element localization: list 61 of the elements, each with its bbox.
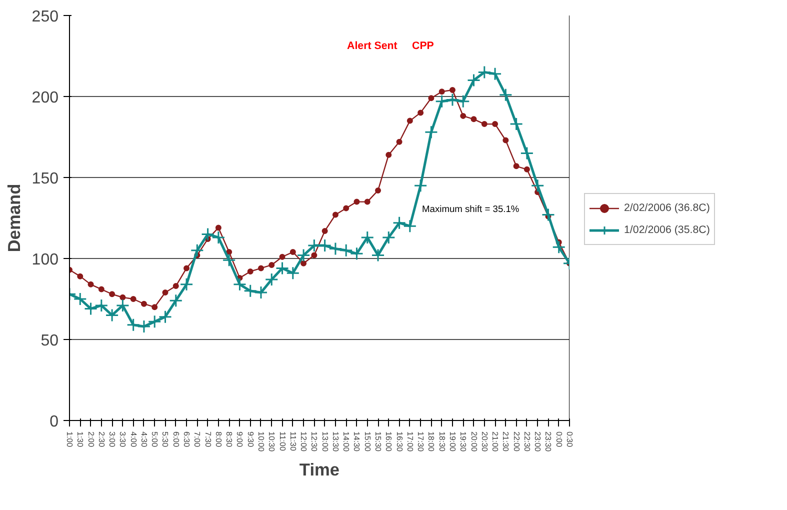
- x-tick-label: 5:00: [150, 432, 160, 448]
- x-tick-label: 12:00: [299, 432, 308, 452]
- x-tick-label: 23:30: [544, 432, 553, 452]
- y-tick-label: 250: [32, 8, 59, 26]
- x-tick-label: 13:00: [320, 432, 330, 452]
- x-tick-label: 2:30: [96, 432, 106, 448]
- x-tick-label: 23:00: [533, 432, 542, 452]
- annotation: Maximum shift = 35.1%: [422, 204, 520, 214]
- x-tick-label: 0:30: [565, 432, 574, 448]
- x-tick-label: 0:00: [554, 432, 564, 448]
- y-tick-label: 150: [32, 170, 59, 188]
- x-tick-label: 20:30: [480, 432, 489, 452]
- y-tick-label: 200: [32, 90, 59, 106]
- x-axis-title: Time: [299, 460, 340, 480]
- x-tick-label: 10:00: [256, 432, 266, 452]
- y-tick-label: 0: [50, 414, 59, 430]
- y-axis-title: Demand: [4, 184, 24, 252]
- x-tick-label: 4:30: [139, 432, 148, 448]
- x-tick-label: 22:30: [522, 432, 532, 452]
- x-tick-label: 3:30: [118, 432, 128, 448]
- x-tick-label: 20:00: [469, 432, 478, 452]
- x-tick-label: 15:30: [374, 432, 383, 452]
- x-tick-label: 11:30: [288, 432, 298, 452]
- x-tick-label: 9:00: [235, 432, 244, 448]
- annotation: CPP: [412, 40, 434, 52]
- x-tick-label: 8:30: [224, 432, 234, 448]
- x-tick-label: 16:00: [384, 432, 394, 452]
- x-tick-label: 22:00: [512, 432, 521, 452]
- x-tick-label: 18:30: [437, 432, 446, 452]
- x-tick-label: 9:30: [246, 432, 255, 448]
- x-tick-label: 1:00: [65, 432, 74, 448]
- x-tick-label: 7:00: [192, 432, 202, 448]
- legend-label: 2/02/2006 (36.8C): [624, 202, 710, 214]
- y-tick-label: 100: [32, 252, 59, 268]
- x-tick-label: 15:00: [362, 432, 372, 452]
- x-tick-label: 17:00: [405, 432, 414, 452]
- x-tick-label: 21:30: [501, 432, 510, 452]
- x-tick-label: 10:30: [267, 432, 276, 452]
- legend-label: 1/02/2006 (35.8C): [624, 224, 710, 236]
- x-tick-label: 14:30: [352, 432, 362, 452]
- x-tick-label: 2:00: [86, 432, 96, 448]
- x-tick-label: 14:00: [342, 432, 351, 452]
- x-tick-label: 19:00: [448, 432, 457, 452]
- annotation: Alert Sent: [347, 40, 398, 52]
- x-tick-label: 16:30: [394, 432, 404, 452]
- x-tick-label: 13:30: [330, 432, 340, 452]
- x-tick-label: 8:00: [214, 432, 223, 448]
- x-tick-label: 17:30: [416, 432, 426, 452]
- x-tick-label: 6:00: [171, 432, 180, 448]
- x-tick-label: 1:30: [76, 432, 85, 448]
- x-tick-label: 12:30: [310, 432, 319, 452]
- x-tick-label: 18:00: [426, 432, 436, 452]
- y-tick-label: 50: [40, 332, 59, 350]
- x-tick-label: 7:30: [203, 432, 212, 448]
- x-tick-label: 3:00: [108, 432, 117, 448]
- x-tick-label: 6:30: [182, 432, 192, 448]
- x-tick-label: 19:30: [458, 432, 468, 452]
- x-tick-label: 11:00: [278, 432, 287, 452]
- x-tick-label: 4:00: [128, 432, 138, 448]
- x-tick-label: 21:00: [490, 432, 500, 452]
- x-tick-label: 5:30: [160, 432, 170, 448]
